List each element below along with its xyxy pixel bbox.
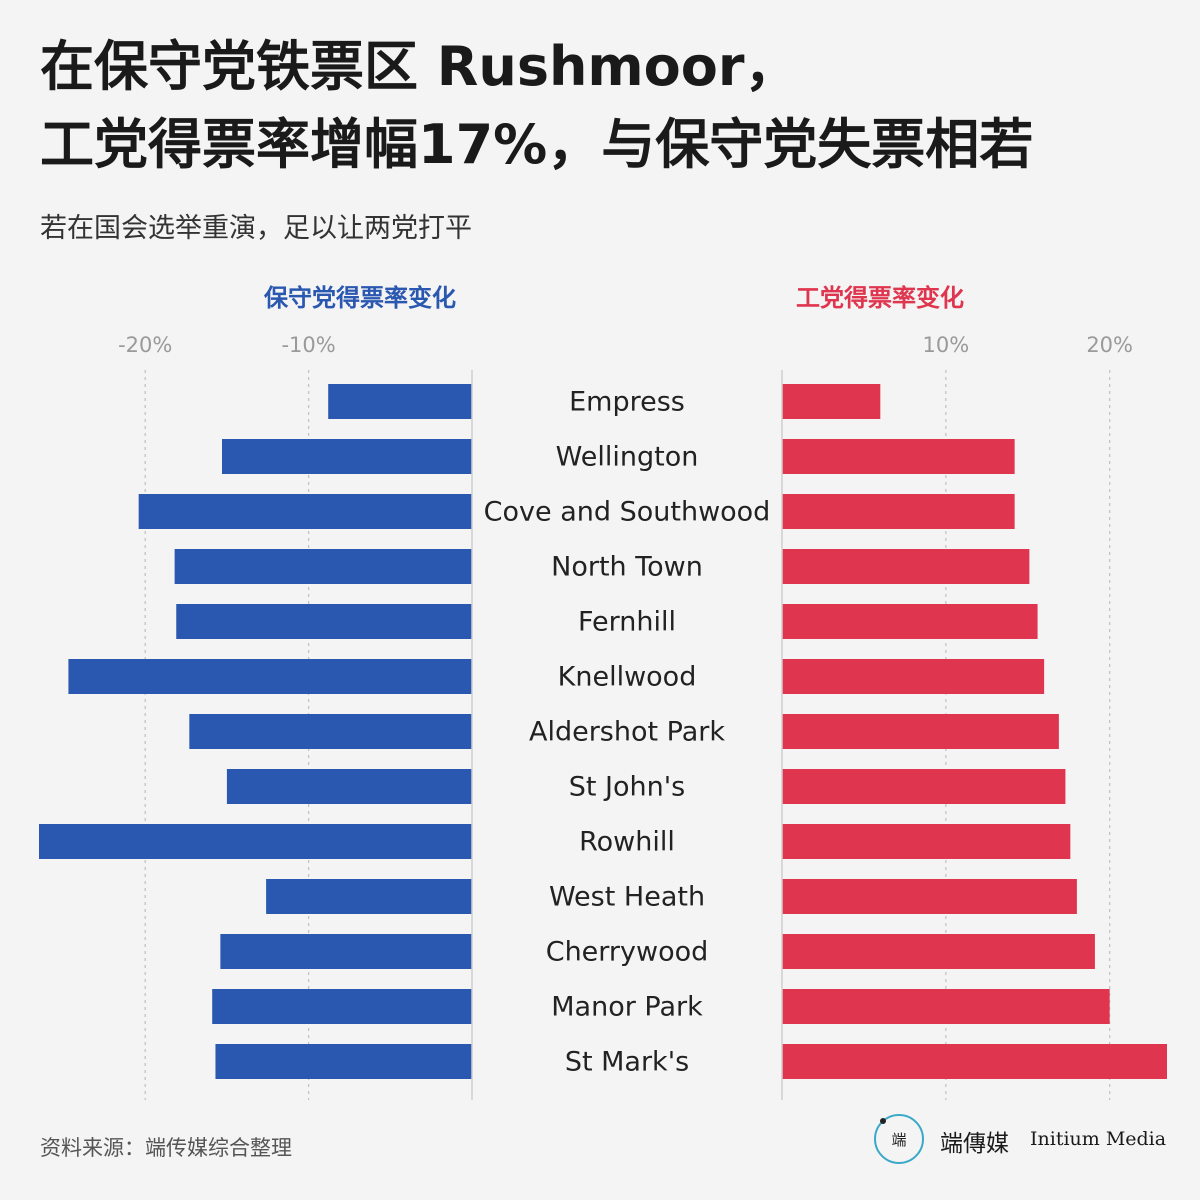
bar-conservative (189, 714, 472, 749)
tick-label-conservative: -10% (281, 333, 335, 357)
bar-conservative (222, 439, 472, 474)
bar-conservative (226, 769, 472, 804)
labour-panel-title: 工党得票率变化 (796, 284, 964, 312)
bar-conservative (68, 659, 473, 694)
logo-mark-icon: 端 (874, 1114, 924, 1164)
bar-conservative (220, 934, 472, 969)
bar-labour (782, 714, 1059, 749)
bar-conservative (212, 989, 472, 1024)
initium-media-logo: 端 端傳媒 Initium Media (874, 1114, 1174, 1170)
category-label: Manor Park (551, 992, 703, 1023)
bar-conservative (39, 824, 472, 859)
category-label: Fernhill (578, 607, 676, 638)
bar-labour (782, 604, 1038, 639)
category-label: Cove and Southwood (484, 497, 771, 528)
bar-conservative (266, 879, 472, 914)
bar-labour (782, 549, 1030, 584)
bar-labour (782, 384, 881, 419)
category-label: Wellington (556, 442, 699, 473)
butterfly-bar-chart: -20% -10% 10% 20% Empress Wellington Cove and … (39, 333, 1167, 1100)
logo-name-cn: 端傳媒 (940, 1131, 1009, 1157)
bar-labour (782, 989, 1110, 1024)
category-label: Empress (569, 387, 685, 418)
bar-conservative (215, 1044, 472, 1079)
category-label: Rowhill (579, 827, 675, 858)
chart-subtitle: 若在国会选举重演，足以让两党打平 (40, 213, 472, 244)
bar-conservative (174, 549, 472, 584)
tick-label-labour: 20% (1086, 333, 1133, 357)
bar-labour (782, 494, 1015, 529)
title-line-1: 在保守党铁票区 Rushmoor， (40, 35, 799, 98)
category-label: St John's (569, 772, 686, 803)
conservative-panel-title: 保守党得票率变化 (264, 284, 456, 312)
category-label: Aldershot Park (529, 717, 725, 748)
title-line-2: 工党得票率增幅17%，与保守党失票相若 (40, 113, 1034, 176)
bar-labour (782, 769, 1066, 804)
bar-conservative (138, 494, 472, 529)
chart-title: 在保守党铁票区 Rushmoor， 工党得票率增幅17%，与保守党失票相若 (40, 28, 1170, 184)
bar-labour (782, 934, 1095, 969)
logo-name-en: Initium Media (1030, 1128, 1167, 1150)
bar-labour (782, 879, 1077, 914)
category-label: Cherrywood (546, 937, 709, 968)
category-label: Knellwood (558, 662, 697, 693)
bar-labour (782, 824, 1071, 859)
tick-label-labour: 10% (922, 333, 969, 357)
tick-label-conservative: -20% (118, 333, 172, 357)
source-note: 资料来源：端传媒综合整理 (40, 1136, 292, 1160)
bar-labour (782, 1044, 1167, 1079)
category-label: West Heath (549, 882, 705, 913)
bar-conservative (328, 384, 472, 419)
category-label: St Mark's (565, 1047, 689, 1078)
bar-conservative (176, 604, 473, 639)
bar-labour (782, 659, 1045, 694)
bar-labour (782, 439, 1015, 474)
category-label: North Town (551, 552, 703, 583)
